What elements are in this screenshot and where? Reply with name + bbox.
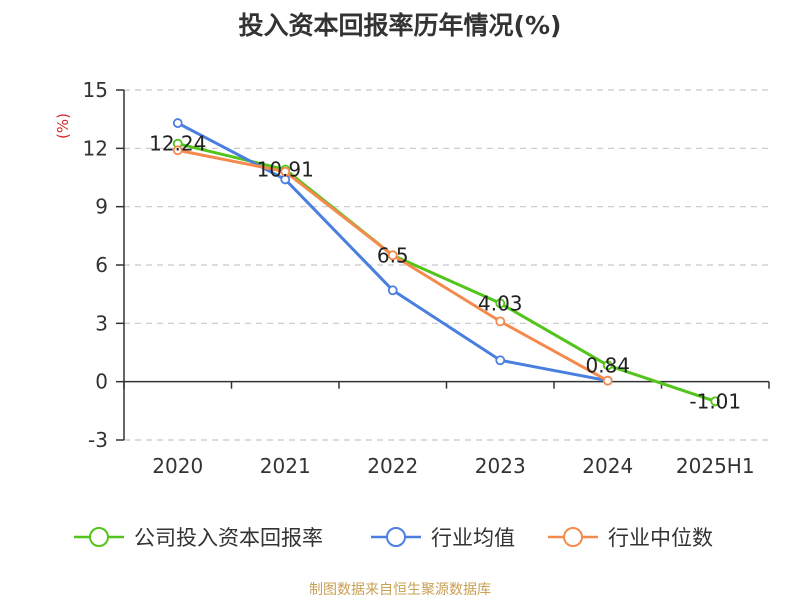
data-point	[387, 285, 398, 296]
legend-item: 行业中位数	[548, 526, 713, 550]
legend-item: 公司投入资本回报率	[74, 526, 323, 550]
x-tick-label: 2025H1	[676, 454, 755, 478]
legend-marker	[563, 527, 583, 547]
series	[172, 118, 721, 407]
data-labels: 12.24 10.91 6.5 4.03 0.84 -1.01	[149, 132, 741, 414]
legend-label: 行业均值	[431, 526, 515, 550]
legend: 公司投入资本回报率 行业均值 行业中位数	[74, 526, 713, 550]
data-point	[172, 145, 183, 156]
y-tick-label: 6	[95, 253, 108, 277]
legend-marker	[386, 527, 406, 547]
data-point	[602, 360, 613, 371]
data-point	[172, 118, 183, 128]
legend-item: 行业均值	[371, 526, 515, 550]
data-point	[495, 355, 506, 366]
data-label: 12.24	[149, 132, 206, 156]
x-tick-label: 2023	[475, 454, 526, 478]
x-tick-label: 2024	[582, 454, 633, 478]
chart-title: 投入资本回报率历年情况(%)	[239, 11, 562, 40]
data-point	[387, 250, 398, 261]
data-point	[280, 166, 291, 177]
axes: -3 0 3 6 9 12 15 2020 2021 2022 2023 2024 2025H1	[83, 78, 770, 478]
source-note: 制图数据来自恒生聚源数据库	[309, 582, 491, 598]
y-axis-label: (%)	[54, 113, 72, 139]
y-tick-label: 9	[95, 195, 108, 219]
y-tick-label: -3	[88, 428, 108, 452]
x-tick-label: 2020	[152, 454, 203, 478]
y-tick-label: 0	[95, 370, 108, 394]
data-point	[495, 316, 506, 327]
data-label: -1.01	[689, 389, 741, 413]
data-label: 10.91	[257, 158, 314, 182]
legend-marker	[89, 527, 109, 547]
series-industry-median	[172, 145, 613, 386]
series-company	[172, 138, 721, 407]
y-tick-label: 3	[95, 311, 108, 335]
y-tick-label: 15	[83, 78, 108, 102]
data-point	[602, 375, 613, 386]
data-label: 0.84	[585, 353, 630, 377]
grid	[124, 89, 769, 441]
y-tick-label: 12	[83, 136, 108, 160]
legend-label: 公司投入资本回报率	[134, 526, 323, 550]
x-tick-label: 2021	[260, 454, 311, 478]
data-point	[495, 298, 506, 309]
legend-label: 行业中位数	[608, 526, 713, 550]
data-point	[710, 396, 721, 407]
data-label: 4.03	[478, 291, 523, 315]
data-label: 6.5	[377, 243, 409, 267]
x-tick-label: 2022	[367, 454, 418, 478]
series-line	[177, 142, 716, 403]
